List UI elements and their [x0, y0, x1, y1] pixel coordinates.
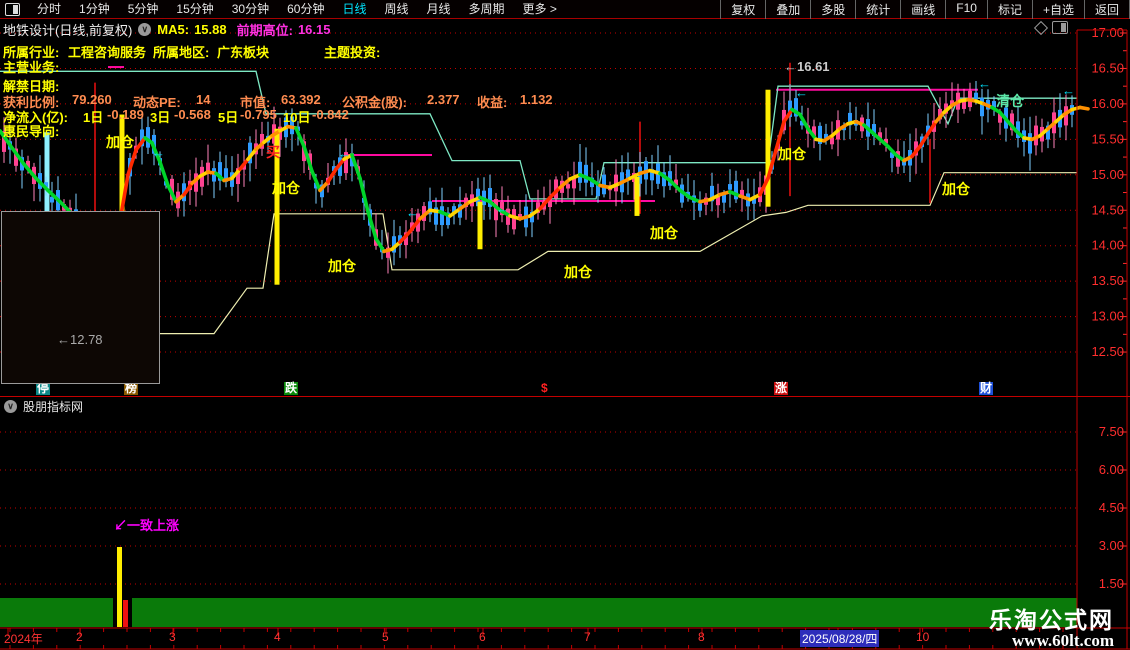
toolbar-button-标记[interactable]: 标记: [986, 0, 1032, 19]
frame-lines: [0, 29, 1130, 650]
date-axis-cursor-date: 2025/08/28/四: [800, 630, 880, 647]
chart-corner-controls: [1033, 20, 1068, 35]
status-tag-财[interactable]: 财: [979, 381, 994, 395]
main-y-axis-label: 15.50: [1091, 131, 1124, 146]
ma-ribbon: [0, 97, 1090, 320]
annotation-add-position: 加仓: [777, 146, 807, 162]
date-axis-label: 10: [916, 630, 930, 644]
watermark-site-name: 乐淘公式网: [989, 608, 1114, 633]
period-tab-周线[interactable]: 周线: [384, 2, 409, 16]
annotation-peak-price: ←16.61: [784, 59, 830, 74]
main-y-axis-label: 15.00: [1091, 167, 1124, 182]
toolbar-button-+自选[interactable]: +自选: [1031, 0, 1084, 19]
watermark: 乐淘公式网 www.60lt.com: [989, 609, 1114, 649]
left-arrow-icon: ←: [152, 145, 165, 160]
period-tab-多周期[interactable]: 多周期: [468, 2, 505, 16]
annotation-add-position: 加仓: [563, 264, 593, 280]
toolbar-button-多股[interactable]: 多股: [810, 0, 855, 19]
annotation-add-position: 加仓: [941, 181, 971, 197]
date-axis-label: 2: [76, 630, 83, 644]
main-y-axis-label: 16.00: [1091, 96, 1124, 111]
toolbar-button-叠加[interactable]: 叠加: [765, 0, 810, 19]
sub-y-axis-label: 1.50: [1099, 576, 1124, 591]
top-toolbar: 分时 1分钟 5分钟 15分钟 30分钟 60分钟 日线 周线 月线 多周期 更多 > 复权 叠加 多股…: [0, 0, 1130, 19]
info-popup-box: ←12.78: [1, 211, 160, 384]
sub-y-axis-label: 7.50: [1099, 424, 1124, 439]
collapse-chevron-icon[interactable]: ∨: [4, 400, 17, 413]
signal-bar-yellow: [117, 547, 122, 627]
status-tag-停[interactable]: 停: [36, 381, 51, 395]
period-tab-5分钟[interactable]: 5分钟: [127, 2, 159, 16]
left-arrow-icon: ←: [795, 85, 808, 100]
main-grid: 17.00 16.50 16.00 15.50 15.00 14.50 14.00 13.50…: [0, 25, 1127, 359]
sub-y-axis-label: 6.00: [1099, 462, 1124, 477]
toolbar-button-复权[interactable]: 复权: [720, 0, 765, 19]
period-tab-15分钟[interactable]: 15分钟: [176, 2, 214, 16]
main-y-axis-label: 12.50: [1091, 344, 1124, 359]
main-y-axis-label: 16.50: [1091, 60, 1124, 75]
main-y-axis-label: 17.00: [1091, 25, 1124, 40]
left-arrow-icon: ←: [406, 205, 419, 220]
period-tab-更多 >[interactable]: 更多 >: [522, 2, 557, 16]
annotation-add-position: 加仓: [649, 225, 679, 241]
watermark-url: www.60lt.com: [1012, 631, 1114, 650]
annotation-add-position: 加仓: [105, 134, 135, 150]
period-tab-分时[interactable]: 分时: [37, 2, 62, 16]
period-tab-月线[interactable]: 月线: [426, 2, 451, 16]
low-price-label: ←12.78: [57, 332, 103, 347]
sub-chart-header: ∨ 股朋指标网: [4, 398, 83, 415]
toolbar-buttons: 复权 叠加 多股 统计 画线 F10 标记 +自选 返回: [720, 0, 1130, 19]
annotation-clear-position: 清仓: [996, 93, 1025, 109]
left-arrow-icon: ←: [496, 201, 509, 216]
period-tab-1分钟[interactable]: 1分钟: [79, 2, 110, 16]
annotation-buy: 买: [266, 144, 280, 160]
period-menu: 分时 1分钟 5分钟 15分钟 30分钟 60分钟 日线 周线 月线 多周期 更多 >: [0, 0, 566, 18]
signal-annotation: ↙一致上涨: [114, 518, 179, 533]
panel-layout-icon[interactable]: [1052, 21, 1068, 34]
date-axis-label: 2024年: [4, 632, 43, 646]
sub-y-axis-label: 3.00: [1099, 538, 1124, 553]
date-axis-label: 5: [382, 630, 389, 644]
left-arrow-icon: ←: [978, 76, 991, 91]
left-arrow-icon: ←: [338, 146, 351, 161]
toolbar-button-返回[interactable]: 返回: [1083, 0, 1129, 19]
date-axis-label: 4: [274, 630, 281, 644]
sub-chart-title: 股朋指标网: [23, 400, 84, 414]
sub-y-axis-label: 4.50: [1099, 500, 1124, 515]
period-tab-日线[interactable]: 日线: [342, 2, 367, 16]
main-y-axis-label: 13.50: [1091, 273, 1124, 288]
period-tab-60分钟[interactable]: 60分钟: [287, 2, 325, 16]
date-axis-label: 3: [169, 630, 176, 644]
diamond-icon[interactable]: [1033, 20, 1049, 35]
candles: [2, 80, 1074, 333]
status-tag-涨[interactable]: 涨: [774, 381, 789, 395]
date-axis-label: 6: [479, 630, 486, 644]
toolbar-button-F10[interactable]: F10: [945, 0, 987, 19]
status-tag-跌[interactable]: 跌: [284, 381, 299, 395]
toolbar-button-统计[interactable]: 统计: [855, 0, 900, 19]
main-y-axis-label: 14.00: [1091, 238, 1124, 253]
status-tag-$[interactable]: $: [541, 381, 548, 395]
annotation-add-position: 加仓: [327, 258, 357, 274]
window-split-icon[interactable]: [5, 2, 20, 16]
main-y-axis-label: 13.00: [1091, 309, 1124, 324]
left-arrow-icon: ←: [1062, 83, 1075, 98]
indicator-band: [0, 598, 1077, 627]
annotation-add-position: 加仓: [271, 180, 301, 196]
date-axis-label: 8: [698, 630, 705, 644]
toolbar-button-画线[interactable]: 画线: [900, 0, 945, 19]
sub-chart: 7.50 6.00 4.50 3.00 1.50 ↙一致上涨: [0, 424, 1127, 627]
date-axis-label: 7: [584, 630, 591, 644]
status-tag-榜[interactable]: 榜: [124, 381, 139, 395]
signal-bar-red: [123, 600, 128, 627]
period-tab-30分钟[interactable]: 30分钟: [231, 2, 270, 16]
main-y-axis-label: 14.50: [1091, 202, 1124, 217]
